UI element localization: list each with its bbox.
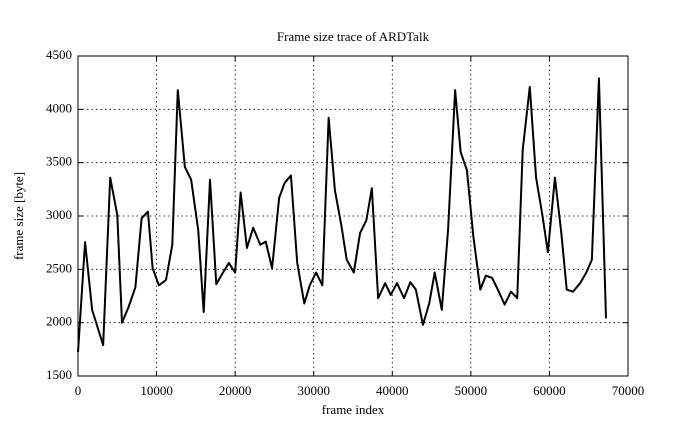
x-tick-label: 10000 [140, 383, 173, 398]
x-tick-label: 20000 [219, 383, 252, 398]
data-line [77, 77, 607, 353]
x-tick-label: 50000 [455, 383, 488, 398]
y-tick-label: 2000 [46, 314, 72, 329]
x-tick-label: 60000 [533, 383, 566, 398]
y-tick-label: 4500 [46, 47, 72, 62]
x-tick-label: 40000 [376, 383, 409, 398]
y-tick-label: 3500 [46, 154, 72, 169]
y-axis-label: frame size [byte] [11, 172, 26, 260]
x-tick-label: 0 [75, 383, 82, 398]
x-tick-label: 70000 [612, 383, 645, 398]
x-tick-label: 30000 [297, 383, 330, 398]
y-tick-label: 3000 [46, 207, 72, 222]
y-tick-label: 1500 [46, 367, 72, 382]
x-axis-label: frame index [322, 402, 385, 417]
y-tick-label: 4000 [46, 100, 72, 115]
y-tick-label: 2500 [46, 260, 72, 275]
plot-frame [77, 55, 629, 377]
chart-title: Frame size trace of ARDTalk [277, 29, 430, 44]
